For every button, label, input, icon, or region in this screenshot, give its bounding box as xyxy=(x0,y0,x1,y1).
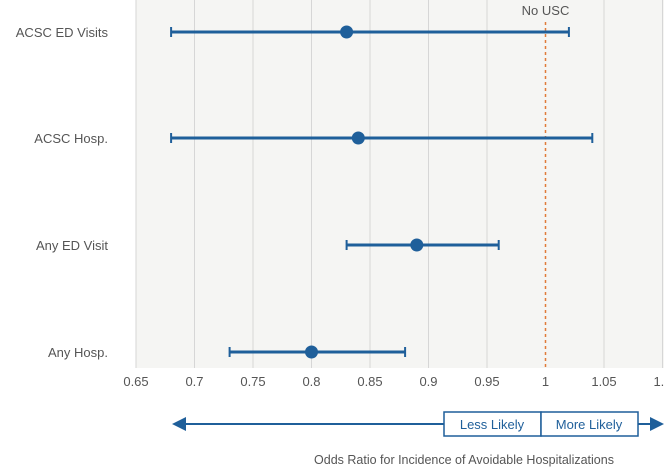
category-label: Any Hosp. xyxy=(48,345,108,360)
x-tick-labels: 0.65 0.7 0.75 0.8 0.85 0.9 0.95 1 1.05 1.1 xyxy=(123,374,664,389)
x-tick-label: 0.85 xyxy=(357,374,382,389)
category-label: Any ED Visit xyxy=(36,238,108,253)
gridlines xyxy=(135,0,663,368)
reference-label: No USC xyxy=(522,3,570,18)
category-labels: ACSC ED Visits ACSC Hosp. Any ED Visit Any … xyxy=(16,25,109,360)
category-label: ACSC Hosp. xyxy=(34,131,108,146)
estimate-point xyxy=(351,131,365,145)
less-likely-box xyxy=(443,411,542,437)
estimate-point xyxy=(305,345,318,359)
estimates xyxy=(170,25,594,359)
x-tick-label: 1.1 xyxy=(653,374,664,389)
reference-line-group: No USC xyxy=(522,3,570,368)
x-tick-label: 0.7 xyxy=(185,374,203,389)
right-arrow-head xyxy=(650,417,664,431)
plot-background xyxy=(136,0,664,368)
left-arrow-head xyxy=(172,417,186,431)
more-likely-label: More Likely xyxy=(556,417,623,432)
x-tick-label: 0.75 xyxy=(240,374,265,389)
x-tick-label: 0.95 xyxy=(474,374,499,389)
less-likely-label: Less Likely xyxy=(460,417,525,432)
estimate-point xyxy=(340,25,354,39)
direction-indicator: Less Likely More Likely xyxy=(172,411,664,437)
x-tick-label: 0.65 xyxy=(123,374,148,389)
x-tick-label: 0.9 xyxy=(419,374,437,389)
estimate-point xyxy=(410,238,424,252)
x-tick-label: 1 xyxy=(542,374,549,389)
x-axis-title: Odds Ratio for Incidence of Avoidable Ho… xyxy=(314,453,614,467)
x-tick-label: 1.05 xyxy=(591,374,616,389)
category-label: ACSC ED Visits xyxy=(16,25,109,40)
x-tick-label: 0.8 xyxy=(302,374,320,389)
more-likely-box xyxy=(540,411,639,437)
